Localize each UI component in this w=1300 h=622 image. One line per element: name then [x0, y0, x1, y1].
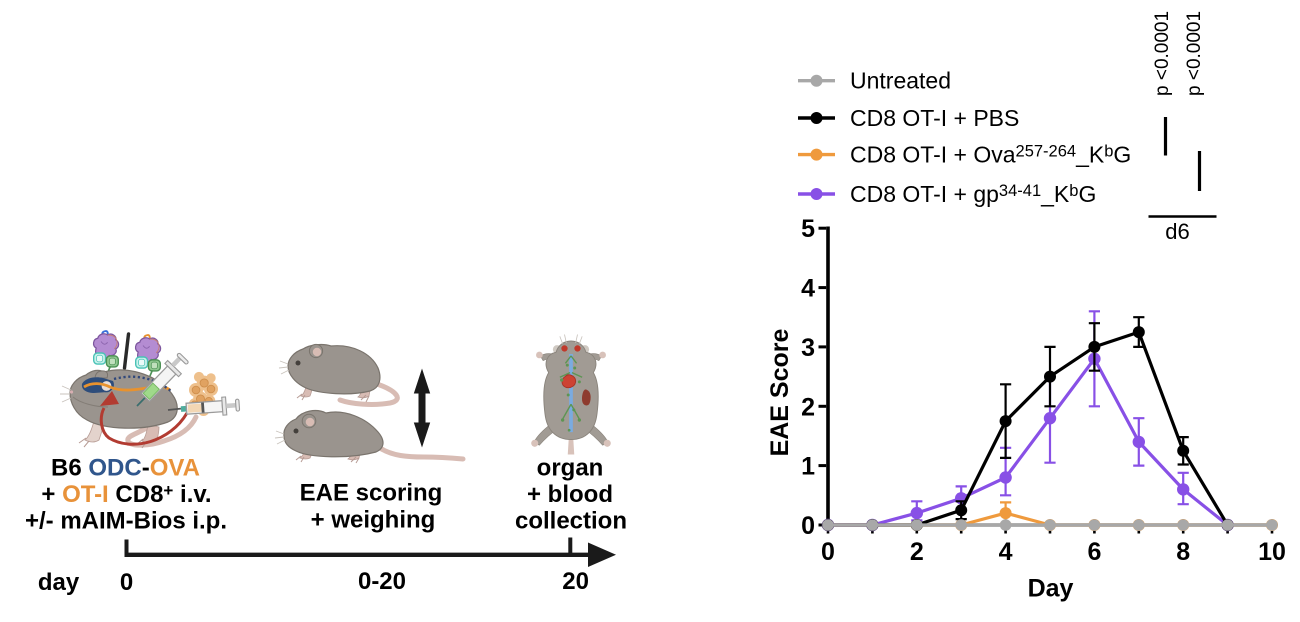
- svg-text:+ OT-I CD8+ i.v.: + OT-I CD8+ i.v.: [41, 481, 211, 508]
- svg-text:3: 3: [801, 334, 815, 362]
- svg-text:20: 20: [562, 568, 589, 595]
- svg-text:CD8 OT-I + PBS: CD8 OT-I + PBS: [850, 105, 1019, 131]
- svg-text:EAE Score: EAE Score: [766, 328, 794, 456]
- svg-text:p <0.0001: p <0.0001: [1152, 11, 1173, 96]
- svg-text:Untreated: Untreated: [850, 68, 951, 94]
- svg-text:2: 2: [801, 393, 815, 421]
- svg-text:collection: collection: [515, 508, 627, 535]
- svg-text:B6 ODC-OVA: B6 ODC-OVA: [51, 455, 200, 482]
- svg-text:0: 0: [821, 538, 835, 566]
- svg-text:+/- mAIM-Bios i.p.: +/- mAIM-Bios i.p.: [25, 508, 227, 535]
- svg-text:4: 4: [801, 275, 815, 303]
- svg-text:p <0.0001: p <0.0001: [1184, 11, 1205, 96]
- svg-text:4: 4: [999, 538, 1013, 566]
- svg-text:8: 8: [1176, 538, 1190, 566]
- svg-text:Day: Day: [1028, 575, 1074, 603]
- svg-text:5: 5: [801, 215, 815, 243]
- svg-text:1: 1: [801, 453, 815, 481]
- svg-text:0-20: 0-20: [358, 568, 406, 595]
- svg-text:2: 2: [910, 538, 924, 566]
- svg-text:6: 6: [1087, 538, 1101, 566]
- svg-text:organ: organ: [537, 455, 604, 482]
- svg-text:EAE scoring: EAE scoring: [300, 480, 443, 507]
- svg-text:+ weighing: + weighing: [311, 507, 436, 534]
- svg-text:0: 0: [120, 569, 133, 596]
- svg-text:10: 10: [1258, 538, 1286, 566]
- svg-text:day: day: [38, 569, 80, 596]
- svg-text:CD8 OT-I + Ova257-264_KbG: CD8 OT-I + Ova257-264_KbG: [850, 142, 1131, 168]
- svg-text:CD8 OT-I + gp34-41_KbG: CD8 OT-I + gp34-41_KbG: [850, 181, 1096, 207]
- svg-text:d6: d6: [1165, 219, 1189, 244]
- svg-text:0: 0: [801, 512, 815, 540]
- svg-text:+ blood: + blood: [527, 481, 613, 508]
